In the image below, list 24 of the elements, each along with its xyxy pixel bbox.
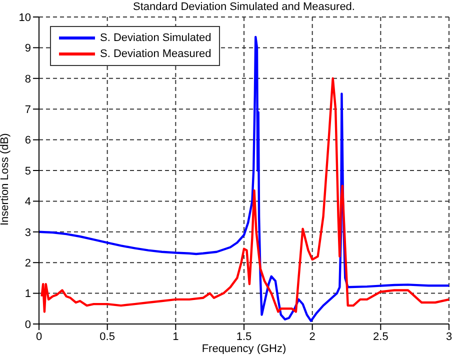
legend-label: S. Deviation Measured bbox=[100, 47, 212, 62]
y-tick-label: 5 bbox=[24, 165, 31, 178]
y-axis-title: Insertion Loss (dB) bbox=[0, 133, 11, 226]
x-tick-label: 1.5 bbox=[236, 330, 252, 343]
y-tick-label: 2 bbox=[24, 258, 31, 270]
x-axis-title: Frequency (GHz) bbox=[202, 343, 286, 355]
x-tick-label: 1 bbox=[172, 330, 179, 343]
line-series bbox=[40, 77, 449, 313]
x-tick-label: 2.5 bbox=[373, 330, 388, 343]
y-tick-label: 6 bbox=[24, 134, 31, 147]
y-tick-label: 4 bbox=[24, 196, 31, 208]
y-tick-label: 3 bbox=[24, 226, 31, 239]
y-tick-label: 0 bbox=[24, 318, 31, 331]
y-tick-label: 8 bbox=[24, 73, 31, 86]
x-tick-label: 0 bbox=[36, 330, 42, 343]
legend-label: S. Deviation Simulated bbox=[100, 31, 212, 46]
y-tick-label: 1 bbox=[24, 288, 31, 300]
y-tick-label: 9 bbox=[24, 42, 31, 55]
y-tick-label: 7 bbox=[24, 104, 31, 116]
x-tick-label: 0.5 bbox=[100, 330, 115, 343]
y-tick-label: 10 bbox=[18, 12, 31, 24]
chart-title: Standard Deviation Simulated and Measured. bbox=[132, 1, 356, 14]
x-tick-label: 2 bbox=[309, 330, 316, 343]
x-tick-label: 3 bbox=[446, 330, 452, 343]
